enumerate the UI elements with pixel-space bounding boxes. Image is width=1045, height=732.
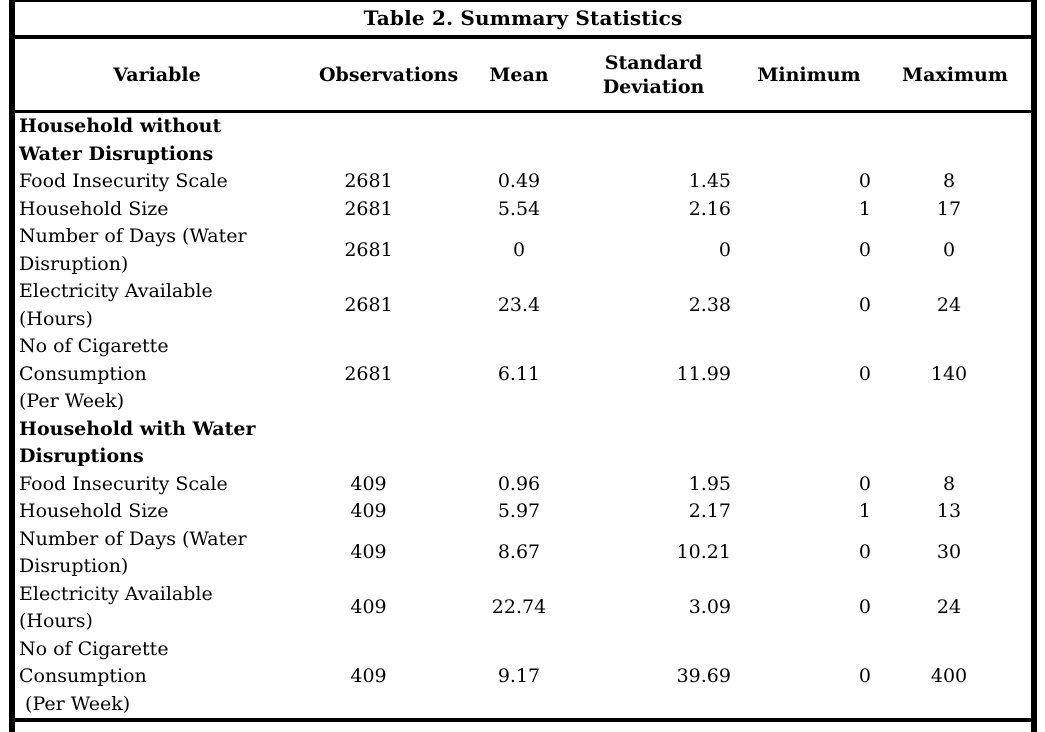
- observations-cell: 2681: [344, 197, 393, 220]
- variable-cell: No of Cigarette Consumption (Per Week): [19, 335, 169, 412]
- std-dev-cell: 39.69: [676, 665, 731, 687]
- variable-cell: Electricity Available (Hours): [19, 582, 213, 633]
- section-header-row: Household with Water Disruptions: [15, 416, 1031, 471]
- column-header-standard-deviation: Standard Deviation: [584, 39, 739, 113]
- table-row: Household Size 2681 5.54 2.16 1 17: [15, 196, 1031, 224]
- maximum-cell: 30: [936, 541, 962, 564]
- table-title: Table 2. Summary Statistics: [15, 2, 1031, 39]
- variable-cell: Household Size: [19, 197, 169, 220]
- section-label: Household with Water Disruptions: [19, 417, 256, 468]
- variable-cell: Food Insecurity Scale: [19, 170, 228, 192]
- std-dev-cell: 2.38: [688, 293, 731, 316]
- minimum-cell: 0: [858, 596, 871, 619]
- mean-cell: 6.11: [497, 362, 541, 385]
- maximum-cell: 8: [942, 170, 956, 192]
- mean-cell: 8.67: [497, 541, 541, 564]
- table-row: Food Insecurity Scale 409 0.96 1.95 0 8: [15, 471, 1031, 499]
- maximum-cell: 17: [936, 197, 962, 220]
- maximum-cell: 140: [930, 362, 968, 385]
- mean-cell: 22.74: [491, 596, 547, 619]
- mean-cell: 5.54: [497, 197, 541, 220]
- column-header-minimum: Minimum: [739, 39, 879, 113]
- observations-cell: 2681: [344, 238, 393, 261]
- maximum-cell: 24: [936, 596, 962, 619]
- summary-statistics-table: Variable Observations Mean Standard Devi…: [15, 39, 1031, 722]
- observations-cell: 2681: [344, 293, 393, 316]
- minimum-cell: 0: [858, 170, 871, 192]
- variable-cell: Food Insecurity Scale: [19, 472, 228, 495]
- table-frame: Table 2. Summary Statistics Variable Obs…: [9, 0, 1037, 732]
- minimum-cell: 0: [858, 472, 871, 495]
- minimum-cell: 0: [858, 665, 871, 687]
- std-dev-cell: 1.95: [688, 472, 731, 495]
- std-dev-cell: 0: [718, 238, 731, 261]
- minimum-cell: 1: [858, 500, 871, 522]
- std-dev-cell: 3.09: [688, 596, 731, 619]
- minimum-cell: 0: [858, 541, 871, 564]
- observations-cell: 2681: [344, 170, 393, 192]
- mean-cell: 0.49: [497, 170, 541, 192]
- column-header-mean: Mean: [454, 39, 584, 113]
- minimum-cell: 0: [858, 293, 871, 316]
- std-dev-cell: 10.21: [676, 541, 731, 564]
- variable-cell: Number of Days (Water Disruption): [19, 225, 247, 275]
- table-row: Number of Days (Water Disruption) 2681 0…: [15, 223, 1031, 278]
- mean-cell: 9.17: [497, 665, 541, 687]
- table-row: Electricity Available (Hours) 2681 23.4 …: [15, 278, 1031, 333]
- table-row: No of Cigarette Consumption (Per Week) 4…: [15, 636, 1031, 721]
- maximum-cell: 8: [942, 472, 956, 495]
- mean-cell: 0.96: [497, 472, 541, 495]
- variable-cell: No of Cigarette Consumption (Per Week): [19, 637, 169, 715]
- mean-cell: 0: [512, 238, 526, 261]
- maximum-cell: 0: [942, 238, 956, 261]
- mean-cell: 5.97: [497, 500, 541, 522]
- variable-cell: Number of Days (Water Disruption): [19, 527, 247, 578]
- maximum-cell: 400: [930, 665, 968, 687]
- observations-cell: 409: [350, 472, 387, 495]
- table-row: Electricity Available (Hours) 409 22.74 …: [15, 581, 1031, 636]
- observations-cell: 409: [350, 596, 387, 619]
- table-row: Food Insecurity Scale 2681 0.49 1.45 0 8: [15, 168, 1031, 196]
- table-row: Number of Days (Water Disruption) 409 8.…: [15, 526, 1031, 581]
- section-label: Household without Water Disruptions: [19, 115, 222, 165]
- maximum-cell: 13: [936, 500, 962, 522]
- observations-cell: 409: [350, 541, 387, 564]
- maximum-cell: 24: [936, 293, 962, 316]
- std-dev-cell: 11.99: [676, 362, 731, 385]
- observations-cell: 409: [350, 665, 387, 687]
- column-header-maximum: Maximum: [879, 39, 1031, 113]
- column-header-variable: Variable: [15, 39, 299, 113]
- section-header-row: Household without Water Disruptions: [15, 112, 1031, 169]
- observations-cell: 2681: [344, 362, 393, 385]
- table-row: Household Size 409 5.97 2.17 1 13: [15, 498, 1031, 526]
- minimum-cell: 0: [858, 362, 871, 385]
- std-dev-cell: 2.17: [688, 500, 731, 522]
- table-row: No of Cigarette Consumption (Per Week) 2…: [15, 333, 1031, 416]
- std-dev-cell: 2.16: [688, 197, 731, 220]
- variable-cell: Electricity Available (Hours): [19, 280, 213, 330]
- minimum-cell: 0: [858, 238, 871, 261]
- column-header-observations: Observations: [299, 39, 458, 113]
- mean-cell: 23.4: [497, 293, 541, 316]
- minimum-cell: 1: [858, 197, 871, 220]
- std-dev-cell: 1.45: [688, 170, 731, 192]
- header-row: Variable Observations Mean Standard Devi…: [15, 39, 1031, 113]
- variable-cell: Household Size: [19, 500, 169, 522]
- observations-cell: 409: [350, 500, 387, 522]
